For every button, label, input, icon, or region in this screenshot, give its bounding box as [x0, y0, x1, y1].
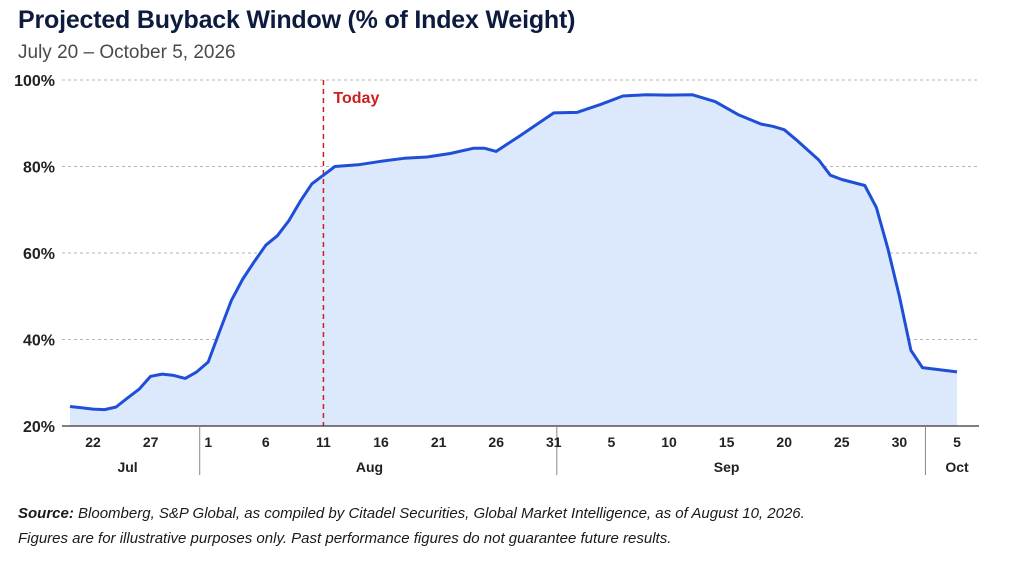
- x-tick-label: 20: [776, 434, 792, 450]
- source-note: Source: Bloomberg, S&P Global, as compil…: [18, 505, 805, 522]
- chart-title: Projected Buyback Window (% of Index Wei…: [18, 6, 576, 34]
- month-label: Oct: [945, 459, 969, 475]
- y-axis-labels: 20% 40% 60% 80% 100%: [14, 73, 55, 436]
- month-label: Sep: [714, 459, 740, 475]
- x-tick-label: 22: [85, 434, 101, 450]
- y-tick-label: 20%: [23, 419, 55, 436]
- x-tick-label: 10: [661, 434, 677, 450]
- y-tick-label: 60%: [23, 246, 55, 263]
- series-line: [69, 93, 958, 412]
- x-tick-label: 1: [204, 434, 212, 450]
- month-label: Aug: [356, 459, 383, 475]
- month-label: Jul: [117, 459, 137, 475]
- month-labels: Jul Aug Sep Oct: [117, 459, 969, 475]
- x-tick-label: 15: [719, 434, 735, 450]
- disclaimer-note: Figures are for illustrative purposes on…: [18, 530, 672, 547]
- x-tick-label: 11: [316, 434, 331, 450]
- x-tick-label: 31: [546, 434, 562, 450]
- today-label: Today: [333, 90, 379, 107]
- y-tick-label: 40%: [23, 333, 55, 350]
- x-tick-label: 5: [608, 434, 616, 450]
- source-text: Bloomberg, S&P Global, as compiled by Ci…: [78, 505, 805, 522]
- y-tick-label: 100%: [14, 73, 55, 90]
- x-tick-label: 30: [892, 434, 908, 450]
- source-label: Source:: [18, 505, 74, 522]
- x-tick-label: 26: [488, 434, 504, 450]
- x-tick-label: 25: [834, 434, 850, 450]
- x-tick-label: 6: [262, 434, 270, 450]
- x-tick-label: 21: [431, 434, 447, 450]
- x-axis: [62, 425, 979, 475]
- x-tick-label: 16: [373, 434, 389, 450]
- x-axis-labels: 22 27 1 6 11 16 21 26 31 5 10 15 20 25 30 5: [85, 434, 961, 450]
- today-annotation: Today: [322, 80, 379, 426]
- buyback-window-chart: Today 20%40%60%80%100% 22 27 1 6 11 16 21 26 31 5…: [14, 73, 979, 475]
- chart-subtitle: July 20 – October 5, 2026: [18, 42, 236, 63]
- x-tick-label: 5: [953, 434, 961, 450]
- series-area-fill: [70, 94, 957, 426]
- y-tick-label: 80%: [23, 160, 55, 177]
- x-tick-label: 27: [143, 434, 159, 450]
